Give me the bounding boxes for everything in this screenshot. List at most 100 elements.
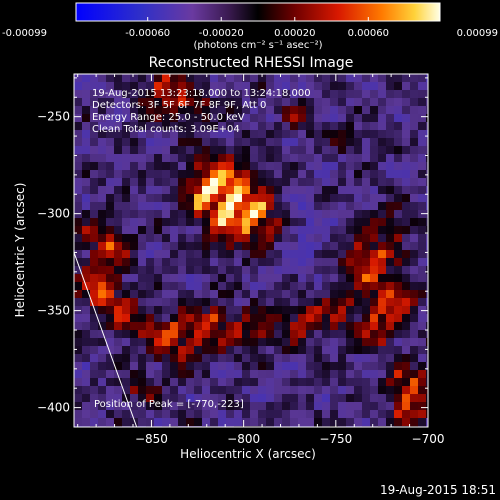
- image-pixel: [338, 370, 347, 379]
- image-pixel: [378, 106, 387, 115]
- image-pixel: [210, 178, 219, 187]
- image-pixel: [322, 154, 331, 163]
- image-pixel: [146, 74, 155, 83]
- image-pixel: [226, 346, 235, 355]
- image-pixel: [226, 266, 235, 275]
- image-pixel: [298, 194, 307, 203]
- image-pixel: [106, 178, 115, 187]
- image-pixel: [394, 138, 403, 147]
- image-pixel: [370, 130, 379, 139]
- image-pixel: [98, 410, 107, 419]
- image-pixel: [242, 114, 251, 123]
- image-pixel: [346, 346, 355, 355]
- image-pixel: [218, 418, 227, 427]
- image-pixel: [210, 322, 219, 331]
- image-pixel: [146, 146, 155, 155]
- image-pixel: [354, 234, 363, 243]
- image-pixel: [226, 250, 235, 259]
- image-pixel: [306, 106, 315, 115]
- image-pixel: [202, 106, 211, 115]
- image-pixel: [426, 218, 428, 227]
- image-pixel: [330, 162, 339, 171]
- image-pixel: [210, 394, 219, 403]
- image-pixel: [74, 74, 83, 83]
- image-pixel: [226, 290, 235, 299]
- image-pixel: [378, 354, 387, 363]
- image-pixel: [410, 194, 419, 203]
- image-pixel: [194, 194, 203, 203]
- image-pixel: [282, 274, 291, 283]
- image-pixel: [378, 378, 387, 387]
- image-pixel: [290, 282, 299, 291]
- image-pixel: [242, 162, 251, 171]
- image-pixel: [202, 306, 211, 315]
- image-pixel: [330, 170, 339, 179]
- image-pixel: [242, 410, 251, 419]
- image-pixel: [266, 394, 275, 403]
- image-pixel: [298, 330, 307, 339]
- image-pixel: [314, 378, 323, 387]
- image-pixel: [242, 138, 251, 147]
- image-pixel: [402, 202, 411, 211]
- image-pixel: [178, 130, 187, 139]
- image-pixel: [242, 106, 251, 115]
- image-pixel: [226, 394, 235, 403]
- image-pixel: [346, 202, 355, 211]
- image-pixel: [82, 418, 91, 427]
- image-pixel: [410, 338, 419, 347]
- image-pixel: [194, 114, 203, 123]
- image-pixel: [106, 250, 115, 259]
- image-pixel: [146, 114, 155, 123]
- image-pixel: [298, 362, 307, 371]
- image-pixel: [410, 258, 419, 267]
- image-pixel: [362, 394, 371, 403]
- image-pixel: [322, 210, 331, 219]
- image-pixel: [250, 410, 259, 419]
- image-pixel: [90, 114, 99, 123]
- image-pixel: [386, 314, 395, 323]
- image-pixel: [106, 258, 115, 267]
- image-pixel: [90, 362, 99, 371]
- image-pixel: [258, 410, 267, 419]
- image-pixel: [90, 314, 99, 323]
- image-pixel: [162, 122, 171, 131]
- image-pixel: [370, 290, 379, 299]
- image-pixel: [250, 98, 259, 107]
- image-pixel: [122, 210, 131, 219]
- image-pixel: [370, 162, 379, 171]
- image-pixel: [354, 162, 363, 171]
- image-pixel: [354, 378, 363, 387]
- image-pixel: [426, 266, 428, 275]
- image-pixel: [338, 402, 347, 411]
- image-pixel: [402, 242, 411, 251]
- image-pixel: [362, 130, 371, 139]
- image-pixel: [322, 202, 331, 211]
- image-pixel: [274, 106, 283, 115]
- image-pixel: [394, 290, 403, 299]
- y-tick-label: −350: [37, 304, 70, 318]
- image-pixel: [346, 418, 355, 427]
- image-pixel: [106, 122, 115, 131]
- image-pixel: [226, 298, 235, 307]
- image-pixel: [234, 282, 243, 291]
- image-pixel: [274, 178, 283, 187]
- image-pixel: [98, 210, 107, 219]
- image-pixel: [418, 378, 427, 387]
- image-pixel: [306, 218, 315, 227]
- colorbar-tick-label: 0.00020: [274, 28, 315, 39]
- image-pixel: [210, 266, 219, 275]
- image-pixel: [346, 130, 355, 139]
- image-pixel: [106, 314, 115, 323]
- image-pixel: [146, 178, 155, 187]
- image-pixel: [250, 146, 259, 155]
- image-pixel: [402, 330, 411, 339]
- image-pixel: [154, 106, 163, 115]
- image-pixel: [242, 298, 251, 307]
- image-pixel: [282, 106, 291, 115]
- image-pixel: [146, 122, 155, 131]
- image-pixel: [306, 122, 315, 131]
- image-pixel: [210, 258, 219, 267]
- image-pixel: [402, 138, 411, 147]
- image-pixel: [314, 234, 323, 243]
- image-pixel: [234, 338, 243, 347]
